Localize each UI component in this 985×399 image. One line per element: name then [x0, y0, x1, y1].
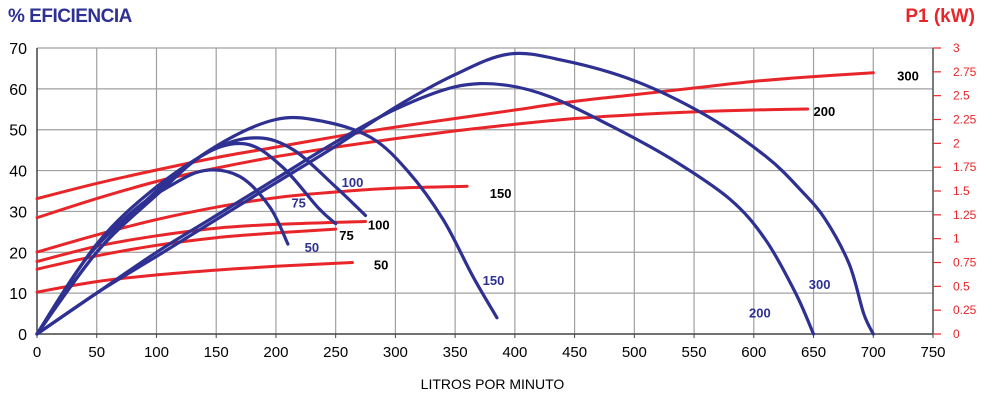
- efficiency-label-100: 100: [342, 175, 364, 190]
- y-left-tick-label: 40: [9, 164, 27, 181]
- efficiency-line-150: [35, 115, 499, 336]
- power-label-100: 100: [368, 217, 390, 232]
- efficiency-line-100: [35, 136, 368, 336]
- efficiency-label-150: 150: [483, 273, 505, 288]
- efficiency-label-50: 50: [305, 240, 319, 255]
- power-line-150: [35, 184, 469, 254]
- efficiency-label-200: 200: [749, 306, 771, 321]
- plot-frame: [36, 48, 934, 335]
- x-tick-label: 50: [88, 344, 105, 361]
- x-ticks: 0 50 100 150 200 250 300 350 400 450 500 550 600 650 7…: [33, 334, 946, 361]
- x-tick-label: 100: [144, 344, 169, 361]
- y-right-tick-label: 0.25: [953, 303, 977, 317]
- power-label-150: 150: [490, 186, 512, 201]
- power-label-75: 75: [339, 228, 353, 243]
- x-tick-label: 150: [204, 344, 229, 361]
- y-right-tick-label: 0: [953, 327, 960, 341]
- y-right-tick-label: 1.25: [953, 208, 977, 222]
- y-left-tick-label: 70: [9, 41, 27, 58]
- x-tick-label: 550: [682, 344, 707, 361]
- y-right-tick-label: 2.5: [953, 89, 970, 103]
- power-label-50: 50: [374, 257, 388, 272]
- power-line-300: [35, 71, 875, 201]
- efficiency-line-300: [35, 51, 875, 336]
- efficiency-series-group: [35, 51, 875, 336]
- x-tick-label: 450: [562, 344, 587, 361]
- y-right-tick-label: 0.5: [953, 279, 970, 293]
- y-right-tick-label: 2: [953, 136, 960, 150]
- x-tick-label: 400: [502, 344, 527, 361]
- x-tick-label: 650: [801, 344, 826, 361]
- y-right-tick-label: 2.25: [953, 113, 977, 127]
- efficiency-line-200: [35, 82, 816, 336]
- x-tick-label: 700: [861, 344, 886, 361]
- y-right-ticks: 0 0.25 0.5 0.75 1 1.25 1.5 1.75 2 2.25 2.5 2.75 3: [933, 41, 977, 341]
- power-label-300: 300: [897, 69, 919, 84]
- y-left-tick-label: 0: [18, 327, 27, 344]
- y-left-ticks: 0 10 20 30 40 50 60 70: [9, 41, 27, 344]
- x-tick-label: 350: [443, 344, 468, 361]
- y-left-tick-label: 10: [9, 286, 27, 303]
- series-labels: 50 75 100 150 200 300 50 75 100 150 200 300: [291, 69, 918, 321]
- x-tick-label: 500: [622, 344, 647, 361]
- y-right-tick-label: 1.75: [953, 160, 977, 174]
- efficiency-label-300: 300: [809, 277, 831, 292]
- x-tick-label: 600: [741, 344, 766, 361]
- x-tick-label: 250: [323, 344, 348, 361]
- efficiency-label-75: 75: [291, 195, 305, 210]
- power-line-50: [35, 261, 354, 294]
- y-left-tick-label: 50: [9, 123, 27, 140]
- x-tick-label: 750: [920, 344, 945, 361]
- x-tick-label: 300: [383, 344, 408, 361]
- power-label-200: 200: [814, 104, 836, 119]
- x-axis-label: LITROS POR MINUTO: [420, 376, 565, 392]
- x-tick-label: 200: [263, 344, 288, 361]
- y-right-tick-label: 3: [953, 41, 960, 55]
- y-right-tick-label: 0.75: [953, 256, 977, 270]
- y-right-tick-label: 1: [953, 232, 960, 246]
- grid: [37, 47, 934, 334]
- power-axis-title: P1 (kW): [905, 6, 975, 27]
- y-left-tick-label: 20: [9, 245, 27, 262]
- y-left-tick-label: 60: [9, 82, 27, 99]
- efficiency-axis-title: % EFICIENCIA: [8, 6, 132, 27]
- y-right-tick-label: 2.75: [953, 65, 977, 79]
- y-left-tick-label: 30: [9, 204, 27, 221]
- x-tick-label: 0: [33, 344, 41, 361]
- y-right-tick-label: 1.5: [953, 184, 970, 198]
- power-line-200: [35, 107, 810, 220]
